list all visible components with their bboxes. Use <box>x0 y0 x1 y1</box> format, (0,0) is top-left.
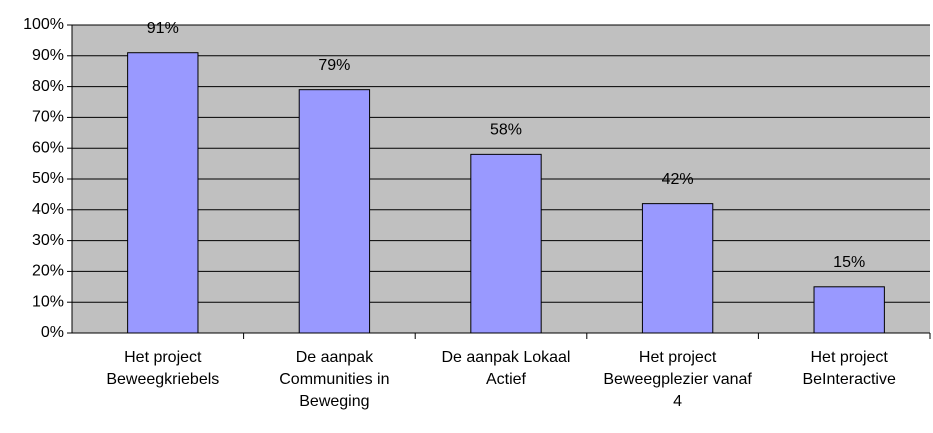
y-tick-label: 20% <box>32 263 64 280</box>
y-tick-label: 80% <box>32 78 64 95</box>
value-label: 58% <box>490 122 522 139</box>
x-tick-label: De aanpak Communities in Beweging <box>279 349 390 410</box>
value-label: 91% <box>147 20 179 37</box>
y-tick-label: 50% <box>32 170 64 187</box>
bar <box>470 153 542 334</box>
value-label: 42% <box>662 171 694 188</box>
bar <box>127 52 199 334</box>
y-tick-label: 100% <box>23 16 64 33</box>
x-tick-label: Het project Beweegplezier vanaf 4 <box>603 349 752 410</box>
x-tick-label: De aanpak Lokaal Actief <box>441 349 571 388</box>
x-tick-label: Het project Beweegkriebels <box>106 349 220 388</box>
bar <box>641 203 714 334</box>
y-tick-label: 0% <box>41 324 64 341</box>
y-tick-label: 40% <box>32 201 64 218</box>
y-tick-label: 90% <box>32 47 64 64</box>
y-tick-label: 30% <box>32 232 64 249</box>
y-tick-label: 60% <box>32 139 64 156</box>
y-tick-label: 10% <box>32 293 64 310</box>
bar <box>298 89 371 334</box>
value-label: 15% <box>833 254 865 271</box>
y-tick-label: 70% <box>32 109 64 126</box>
x-tick-label: Het project BeInteractive <box>802 349 896 388</box>
bar <box>813 286 885 334</box>
value-label: 79% <box>318 57 350 74</box>
